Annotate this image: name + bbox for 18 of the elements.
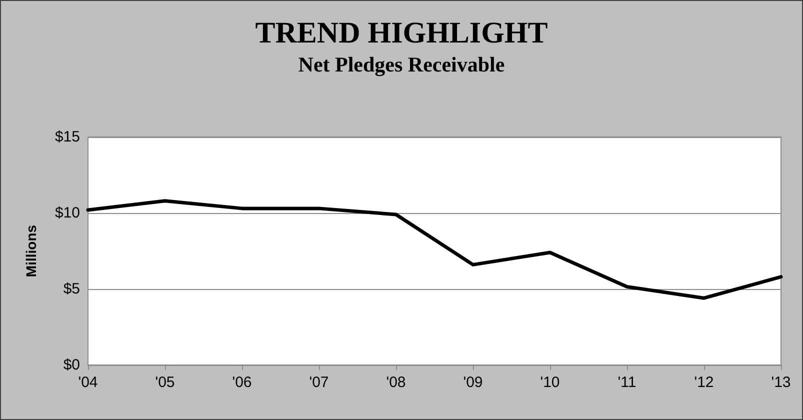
x-tick-label: '07	[309, 374, 329, 391]
x-tick-label: '05	[155, 374, 175, 391]
x-tick-label: '04	[78, 374, 98, 391]
y-tick-label: $5	[63, 280, 80, 298]
x-tick-label: '11	[618, 374, 636, 391]
chart-subtitle: Net Pledges Receivable	[298, 52, 505, 76]
y-axis-title: Millions	[23, 224, 39, 278]
y-tick-label: $10	[54, 204, 80, 222]
y-tick-label: $15	[54, 128, 80, 146]
x-tick-label: '08	[386, 374, 406, 391]
line-series	[86, 199, 783, 300]
x-tick-label: '10	[540, 374, 560, 391]
x-tick-label: '12	[694, 374, 714, 391]
x-tick-label: '06	[232, 374, 252, 391]
x-tick-label: '13	[771, 374, 791, 391]
x-tick-label: '09	[463, 374, 483, 391]
chart-title: TREND HIGHLIGHT	[255, 16, 548, 50]
y-tick-label: $0	[63, 356, 80, 374]
